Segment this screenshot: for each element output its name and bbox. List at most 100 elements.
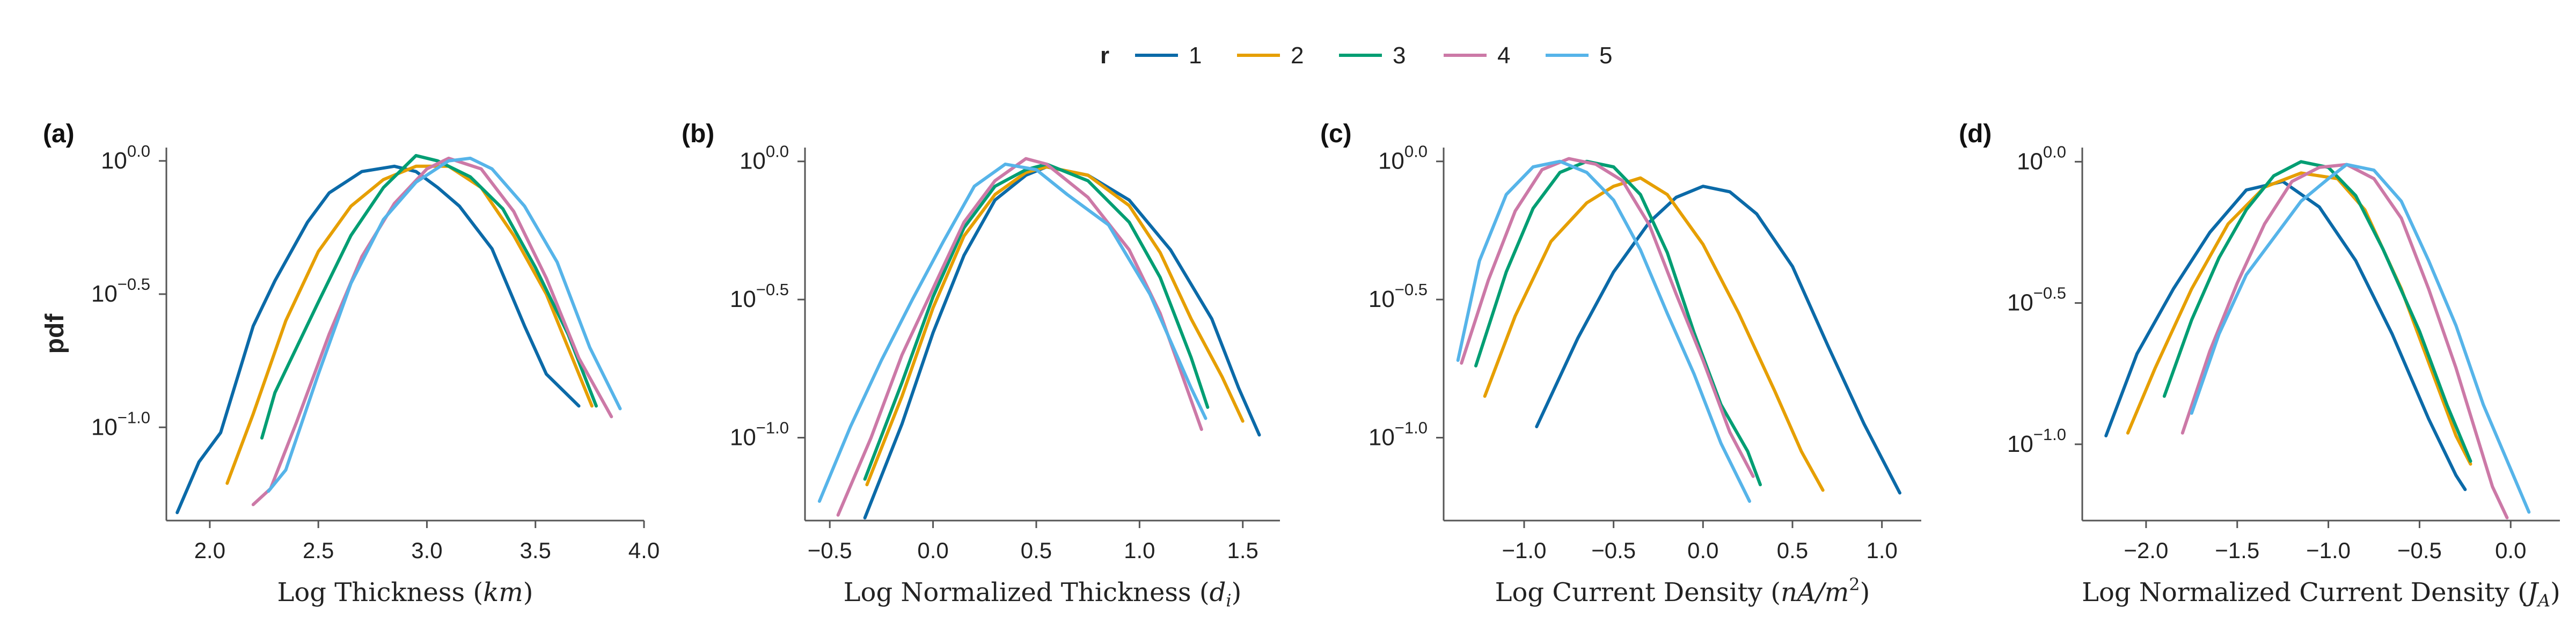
x-tick-label: −0.5 <box>2397 538 2442 563</box>
x-tick-label: 4.0 <box>628 538 660 563</box>
x-axis-unit: km <box>483 577 523 608</box>
y-tick-label: 10−0.5 <box>730 280 789 312</box>
legend-label: 5 <box>1599 42 1612 69</box>
series-line-r3 <box>863 162 1210 481</box>
y-tick-base: 10 <box>730 425 756 451</box>
y-tick-exponent: 0.0 <box>2043 142 2066 161</box>
x-tick-label: 2.0 <box>194 538 225 563</box>
series-line-r3 <box>260 153 598 440</box>
series-line-r1 <box>175 164 581 515</box>
series-line-r2 <box>865 165 1245 487</box>
y-tick-exponent: −0.5 <box>2033 284 2066 303</box>
y-tick-label: 10−0.5 <box>1368 280 1428 312</box>
x-tick-label: −0.5 <box>808 538 852 563</box>
legend-label: 4 <box>1497 42 1510 69</box>
x-axis-title-text: Log Current Density <box>1495 577 1762 608</box>
legend-item-3: 3 <box>1339 42 1406 69</box>
legend-item-5: 5 <box>1546 42 1612 69</box>
series-line-r1 <box>1535 185 1901 495</box>
y-tick-exponent: −0.5 <box>1395 280 1428 299</box>
panel-label: (c) <box>1320 120 1352 148</box>
panel-d: (d)−2.0 −1.5 −1.0 −0.5 0.0100.010−0.510−1.0L… <box>1959 120 2560 611</box>
panel-label: (d) <box>1959 120 1992 148</box>
x-axis-title: Log Normalized Thickness (di) <box>844 577 1242 611</box>
y-tick-exponent: −0.5 <box>756 280 789 299</box>
x-axis-title-text: Log Thickness <box>277 577 465 608</box>
legend-label: 3 <box>1393 42 1406 69</box>
series-line-r4 <box>251 156 613 507</box>
x-tick-label: 0.0 <box>2495 538 2526 563</box>
series-line-r5 <box>2190 163 2531 514</box>
x-tick-label: 1.0 <box>1866 538 1897 563</box>
x-tick-label: −1.5 <box>2215 538 2259 563</box>
series-line-r4 <box>836 157 1203 517</box>
y-tick-label: 100.0 <box>1378 142 1428 174</box>
series-line-r2 <box>225 164 594 485</box>
y-tick-base: 10 <box>2007 290 2033 316</box>
x-axis-title-text: Log Normalized Current Density <box>2082 577 2509 608</box>
y-tick-base: 10 <box>1368 425 1395 451</box>
series-line-r2 <box>2126 171 2472 466</box>
y-tick-exponent: 0.0 <box>127 142 150 160</box>
panel-label: (a) <box>43 120 75 148</box>
x-axis-title-text: Log Normalized Thickness <box>844 577 1191 608</box>
y-tick-label: 10−1.0 <box>1368 419 1428 451</box>
y-tick-label: 100.0 <box>101 142 150 174</box>
x-axis-unit: nA/m <box>1781 577 1849 608</box>
x-tick-label: 0.0 <box>917 538 948 563</box>
x-tick-label: −1.0 <box>1502 538 1547 563</box>
y-tick-base: 10 <box>1378 148 1404 174</box>
x-tick-label: 0.0 <box>1687 538 1718 563</box>
series-line-r1 <box>863 165 1261 519</box>
x-axis-title: Log Current Density (nA/m2) <box>1495 574 1870 608</box>
y-tick-base: 10 <box>730 286 756 312</box>
x-tick-label: 2.5 <box>303 538 334 563</box>
y-tick-base: 10 <box>740 148 766 174</box>
x-axis-unit: d <box>1210 577 1226 608</box>
panel-c: (c)−1.0 −0.5 0.0 0.5 1.0100.010−0.510−1.0Log… <box>1320 120 1921 608</box>
series-line-r4 <box>2180 163 2509 519</box>
x-tick-label: −2.0 <box>2124 538 2168 563</box>
x-axis-unit-sup: 2 <box>1849 574 1860 595</box>
y-tick-exponent: −0.5 <box>118 275 150 294</box>
y-tick-label: 10−1.0 <box>2007 425 2066 457</box>
y-tick-base: 10 <box>91 414 118 440</box>
y-tick-exponent: −1.0 <box>1395 419 1428 437</box>
y-tick-label: 10−0.5 <box>91 275 150 307</box>
x-tick-label: 0.5 <box>1021 538 1052 563</box>
series-line-r3 <box>2162 160 2472 463</box>
series-line-r5 <box>267 156 622 493</box>
x-tick-label: −1.0 <box>2306 538 2351 563</box>
x-tick-label: 3.5 <box>520 538 551 563</box>
legend-item-4: 4 <box>1444 42 1510 69</box>
series-line-r2 <box>1483 176 1825 492</box>
y-tick-exponent: 0.0 <box>766 142 789 161</box>
y-tick-label: 10−1.0 <box>730 419 789 451</box>
series-line-r3 <box>1474 159 1762 487</box>
legend-title: r <box>1100 42 1109 69</box>
y-axis-title: pdf <box>41 313 69 354</box>
legend: r 1 2 3 4 5 <box>1100 42 1612 69</box>
y-tick-label: 100.0 <box>2017 142 2066 174</box>
y-tick-label: 100.0 <box>740 142 789 174</box>
y-tick-base: 10 <box>91 281 118 307</box>
x-tick-label: 1.5 <box>1227 538 1258 563</box>
x-axis-unit-sub: i <box>1226 590 1231 611</box>
series-line-r5 <box>1456 159 1751 503</box>
y-tick-base: 10 <box>2007 431 2033 457</box>
series-line-r5 <box>817 162 1208 503</box>
y-tick-exponent: 0.0 <box>1404 142 1428 161</box>
legend-label: 1 <box>1189 42 1202 69</box>
y-tick-base: 10 <box>101 148 127 174</box>
legend-label: 2 <box>1291 42 1304 69</box>
x-tick-label: −0.5 <box>1591 538 1636 563</box>
legend-item-1: 1 <box>1135 42 1202 69</box>
panel-b: (b)−0.5 0.0 0.5 1.0 1.5100.010−0.510−1.0Log … <box>682 120 1280 611</box>
y-tick-base: 10 <box>1368 286 1395 312</box>
legend-item-2: 2 <box>1237 42 1304 69</box>
x-axis-unit-sub: A <box>2536 590 2550 611</box>
y-tick-exponent: −1.0 <box>756 419 789 437</box>
